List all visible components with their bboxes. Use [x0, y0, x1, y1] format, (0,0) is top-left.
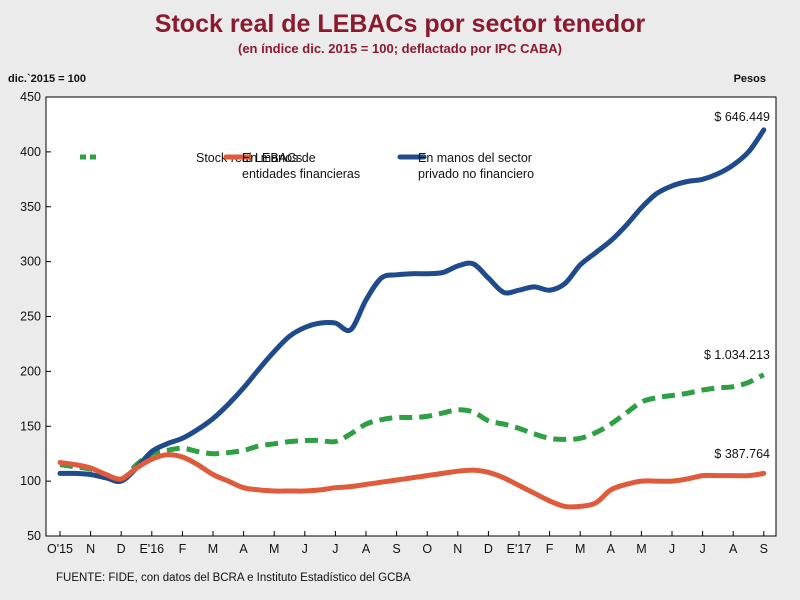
x-tick-label: F — [546, 542, 554, 556]
x-tick-label: E'17 — [507, 542, 532, 556]
x-tick-label: N — [453, 542, 462, 556]
x-tick-label: M — [208, 542, 218, 556]
end-label-sector-privado: $ 646.449 — [714, 110, 770, 124]
x-tick-label: J — [302, 542, 308, 556]
plot-area — [45, 96, 777, 537]
y-tick-label: 50 — [27, 529, 41, 543]
y-tick-label: 200 — [20, 364, 41, 378]
chart-title: Stock real de LEBACs por sector tenedor — [154, 10, 646, 38]
x-tick-label: A — [607, 542, 616, 556]
x-tick-label: O — [422, 542, 432, 556]
x-tick-label: M — [575, 542, 585, 556]
x-tick-label: J — [699, 542, 705, 556]
end-label-stock-real: $ 1.034.213 — [704, 348, 770, 362]
x-tick-label: N — [86, 542, 95, 556]
y-tick-label: 350 — [20, 200, 41, 214]
source-note: FUENTE: FIDE, con datos del BCRA e Insti… — [56, 572, 411, 584]
x-tick-label: S — [392, 542, 400, 556]
currency-unit-label: Pesos — [733, 73, 766, 85]
x-tick-label: S — [760, 542, 768, 556]
y-tick-label: 300 — [20, 255, 41, 269]
x-tick-label: J — [332, 542, 338, 556]
series-line-entidades-financieras — [57, 452, 767, 510]
series-line-sector-privado — [57, 127, 767, 484]
x-tick-label: A — [729, 542, 738, 556]
x-tick-label: D — [484, 542, 493, 556]
legend-label: En manos del sector privado no financiero — [418, 151, 534, 181]
x-tick-label: E'16 — [139, 542, 164, 556]
y-tick-label: 250 — [20, 310, 41, 324]
end-label-entidades-financieras: $ 387.764 — [714, 447, 770, 461]
legend-label: En manos de entidades financieras — [242, 151, 360, 181]
y-tick-label: 450 — [20, 90, 41, 104]
y-tick-label: 100 — [20, 474, 41, 488]
x-tick-label: M — [269, 542, 279, 556]
legend-item-entidades-financieras: En manos de entidades financieras — [223, 151, 360, 181]
x-tick-label: A — [239, 542, 248, 556]
chart-subtitle: (en índice dic. 2015 = 100; deflactado p… — [237, 41, 562, 56]
y-axis-unit-label: dic.`2015 = 100 — [8, 73, 86, 85]
x-tick-label: J — [669, 542, 675, 556]
y-tick-label: 150 — [20, 419, 41, 433]
x-tick-label: D — [117, 542, 126, 556]
legend-item-sector-privado: En manos del sector privado no financiero — [397, 151, 534, 181]
x-tick-label: F — [179, 542, 187, 556]
x-tick-label: M — [636, 542, 646, 556]
x-tick-label: O'15 — [47, 542, 73, 556]
y-tick-label: 400 — [20, 145, 41, 159]
x-tick-label: A — [362, 542, 371, 556]
series-line-stock-real — [59, 372, 765, 483]
